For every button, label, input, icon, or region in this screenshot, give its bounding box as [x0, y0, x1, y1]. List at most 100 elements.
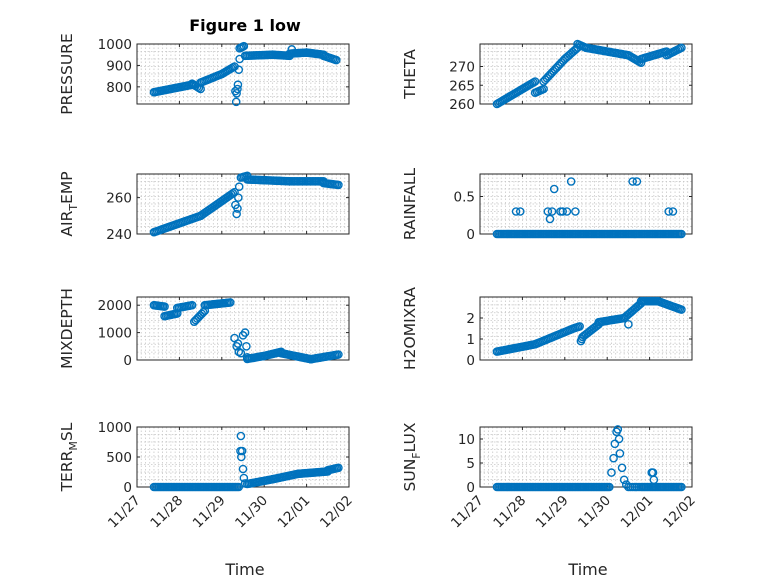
data-point — [240, 479, 250, 488]
subplot-3: 240 260 AIRTEMP — [58, 171, 350, 243]
y-axis-label: RAINFALL — [401, 167, 419, 240]
subplot-7: 0 500 1000 11/27 11/28 11/29 11/30 12/01 12/02 TE… — [58, 420, 356, 531]
data-point — [677, 229, 686, 239]
data-point — [236, 431, 246, 441]
axes-box — [479, 296, 693, 361]
y-tick-label: 0 — [123, 480, 132, 496]
subplot-5: 0 1000 2000 MIXDEPTH — [58, 288, 350, 369]
data-point — [632, 177, 642, 186]
data-point — [545, 214, 555, 224]
y-tick-label: 270 — [449, 60, 475, 76]
y-tick-label: 260 — [449, 97, 475, 113]
data-point — [239, 41, 249, 51]
data-point — [242, 342, 251, 351]
data-point — [607, 468, 616, 477]
grid — [137, 44, 349, 104]
y-tick-label: 240 — [106, 227, 132, 243]
y-axis-label: THETA — [401, 49, 419, 100]
data-point — [575, 322, 584, 331]
data-point — [547, 207, 557, 216]
data-point — [231, 97, 241, 107]
data-point — [677, 43, 686, 53]
series-markers — [149, 171, 343, 237]
x-tick-label: 11/28 — [147, 493, 186, 532]
y-tick-label: 260 — [106, 191, 132, 207]
x-tick-label: 11/30 — [232, 493, 271, 532]
grid — [480, 427, 692, 487]
data-point — [558, 207, 567, 216]
data-point — [238, 464, 248, 474]
grid — [480, 174, 692, 234]
data-point — [566, 177, 576, 186]
data-point — [232, 209, 241, 219]
axes-box — [136, 296, 350, 361]
x-axis-label-right: Time — [567, 560, 607, 579]
y-tick-label: 1000 — [98, 37, 132, 53]
data-point — [235, 54, 244, 64]
data-point — [234, 193, 243, 202]
data-point — [234, 182, 244, 192]
series-markers — [149, 298, 343, 364]
y-axis-label: PRESSURE — [58, 33, 76, 115]
data-point — [225, 298, 235, 307]
data-point — [237, 452, 246, 462]
y-tick-label: 2000 — [98, 298, 132, 314]
y-axis-label: AIRTEMP — [58, 171, 80, 236]
subplot-8: 0 5 10 11/27 11/28 11/29 11/30 12/01 12/02 SUNFLU… — [401, 422, 699, 531]
x-tick-label: 11/30 — [575, 493, 614, 532]
data-point — [233, 84, 242, 94]
data-point — [237, 446, 247, 456]
x-tick-label: 11/27 — [448, 493, 487, 532]
series-markers — [492, 39, 686, 109]
data-point — [515, 207, 525, 216]
data-point — [234, 65, 244, 75]
data-point — [614, 434, 624, 444]
data-point — [234, 482, 244, 492]
data-point — [232, 88, 241, 98]
y-tick-label: 500 — [106, 450, 132, 466]
x-tick-label: 11/27 — [105, 493, 144, 532]
data-point — [331, 55, 341, 65]
data-point — [530, 77, 540, 86]
data-point — [543, 207, 553, 216]
data-point — [613, 425, 623, 434]
x-tick-label: 11/29 — [533, 493, 572, 532]
y-tick-label: 265 — [449, 78, 475, 94]
data-point — [233, 80, 243, 90]
y-tick-label: 5 — [466, 456, 475, 472]
y-tick-label: 0 — [123, 353, 132, 369]
subplot-4: 0 0.5 RAINFALL — [401, 167, 693, 243]
y-tick-label: 1 — [466, 332, 475, 348]
data-point — [228, 189, 238, 198]
x-tick-label: 12/01 — [618, 493, 657, 532]
data-point — [240, 328, 250, 337]
series-markers — [492, 425, 686, 492]
x-tick-label: 12/02 — [660, 493, 699, 532]
data-point — [677, 305, 686, 314]
data-point — [160, 302, 169, 311]
data-point — [233, 339, 243, 348]
x-tick-label: 11/29 — [190, 493, 229, 532]
data-point — [334, 180, 343, 190]
data-point — [677, 482, 686, 492]
subplot-6: 0 1 2 H2OMIXRA — [401, 287, 693, 370]
figure-title: Figure 1 low — [189, 16, 301, 35]
data-point — [571, 207, 580, 216]
x-tick-label: 12/01 — [275, 493, 314, 532]
x-tick-label: 12/02 — [317, 493, 356, 532]
y-tick-label: 900 — [106, 58, 132, 74]
data-point — [287, 45, 297, 54]
grid — [137, 427, 349, 487]
data-point — [619, 475, 629, 485]
y-tick-label: 1000 — [98, 326, 132, 342]
y-tick-label: 0 — [466, 227, 475, 243]
data-point — [634, 482, 644, 492]
data-point — [562, 207, 572, 216]
data-point — [628, 177, 637, 186]
data-point — [617, 463, 627, 473]
data-point — [239, 473, 249, 483]
data-point — [649, 475, 659, 485]
data-point — [609, 453, 618, 463]
y-tick-label: 0 — [466, 353, 475, 369]
